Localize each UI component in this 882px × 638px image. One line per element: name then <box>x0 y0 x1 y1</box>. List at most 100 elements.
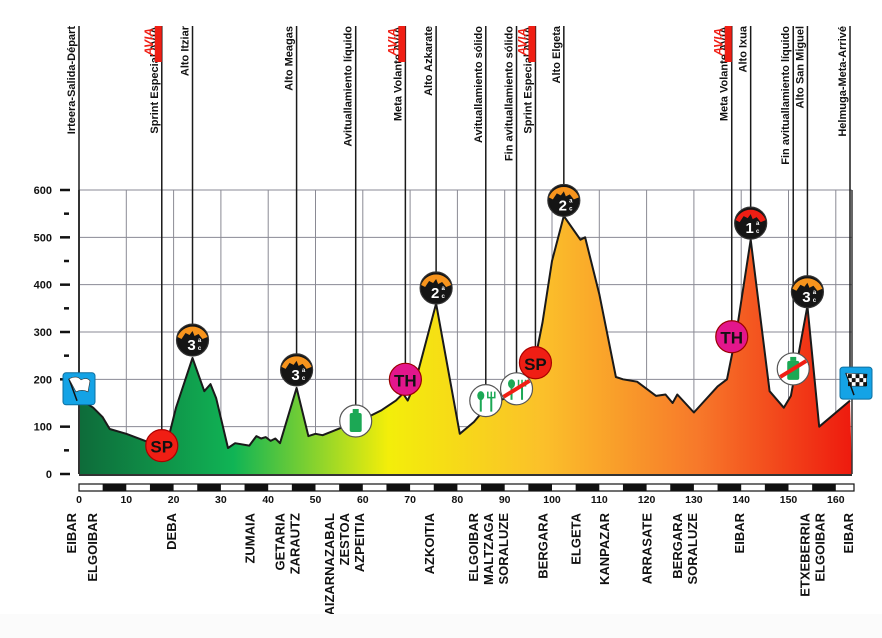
event-label: Alto Meagas <box>284 26 296 91</box>
town-label: EIBAR <box>841 512 856 553</box>
checker-square <box>863 382 867 387</box>
climb-category-icon: 2 ac <box>419 271 453 305</box>
checker-square <box>851 378 856 383</box>
category-suffix: a <box>441 286 445 292</box>
category-suffix: c <box>569 206 573 212</box>
x-tick-label: 110 <box>591 494 608 506</box>
avia-logo-text: AVIA <box>712 28 726 57</box>
x-tick-label: 40 <box>262 494 274 506</box>
marker-circle <box>715 320 749 354</box>
sprint-icon: SP <box>145 429 179 463</box>
town-label: DEBA <box>164 512 179 549</box>
spoon-head <box>477 391 485 401</box>
event-label: Irteera-Salida-Départ <box>66 26 78 135</box>
bottle-cap <box>352 408 359 413</box>
finish-flag-icon <box>839 366 873 400</box>
x-tick-label: 0 <box>76 494 82 506</box>
avia-logo-text: AVIA <box>385 28 399 57</box>
town-label: SORALUZE <box>496 513 511 585</box>
mountain-peak <box>735 209 766 223</box>
town-label: ZESTOA <box>337 512 352 565</box>
scale-bar-segment <box>339 484 363 491</box>
marker-circle <box>469 384 503 418</box>
x-tick-label: 100 <box>543 494 561 506</box>
avia-logo: AVIA <box>515 26 536 62</box>
town-label: ELGOIBAR <box>813 512 828 581</box>
mountain-peak <box>177 326 208 340</box>
cross-out-line <box>502 379 531 399</box>
x-tick-label: 60 <box>357 494 369 506</box>
category-suffix: a <box>569 198 573 204</box>
fork-handle <box>521 385 524 400</box>
town-label: BERGARA <box>536 512 551 578</box>
sprint-badge-text: SP <box>524 355 547 374</box>
town-label: ELGOIBAR <box>466 512 481 581</box>
category-suffix: c <box>813 298 817 304</box>
avia-logo: AVIA <box>385 26 406 62</box>
checker-square <box>855 374 860 379</box>
bottle-body <box>349 412 362 432</box>
intermediate-sprint-icon: TH <box>388 362 422 396</box>
scale-bar-segment <box>291 484 316 491</box>
x-tick-label: 140 <box>732 494 750 506</box>
scale-bar-segment <box>149 484 174 491</box>
checker-square <box>863 374 867 379</box>
climb-category-icon: 1 ac <box>734 206 768 240</box>
flag-cloth <box>68 376 91 393</box>
category-number: 3 <box>187 337 195 354</box>
town-label: ZARAUTZ <box>288 513 303 574</box>
meta-volante-badge-text: TH <box>394 371 417 390</box>
x-tick-label: 80 <box>452 494 464 506</box>
x-tick-label: 70 <box>404 494 416 506</box>
event-label: Fin avituallamiento sólido <box>504 26 516 161</box>
sprint-badge-text: SP <box>150 438 173 457</box>
mountain-peak <box>548 186 579 200</box>
category-suffix: a <box>813 290 817 296</box>
avia-logo-text: AVIA <box>515 28 529 57</box>
scale-bar-segment <box>764 484 789 491</box>
category-number: 2 <box>431 285 439 302</box>
event-label: Alto Azkarate <box>423 26 435 96</box>
water-bottle-end-icon <box>776 352 810 386</box>
cross-out-line <box>779 359 808 379</box>
food-end-icon <box>499 372 534 406</box>
axes: 0 100 200 300 400 500 600 0 10 20 30 40 50 60 70 80 90 10… <box>34 185 855 506</box>
avia-logo: AVIA <box>142 26 162 62</box>
scale-bar-segment <box>670 484 694 491</box>
scale-bar-segment <box>622 484 647 491</box>
town-labels: EIBAR ELGOIBAR DEBA ZUMAIA GETARIA ZARAUTZ AIZ… <box>64 512 856 615</box>
profile-area <box>79 216 852 474</box>
x-tick-label: 90 <box>499 494 511 506</box>
town-label: AIZARNAZABAL <box>322 513 337 616</box>
y-tick-label: 400 <box>34 280 52 292</box>
x-tick-label: 120 <box>638 494 656 506</box>
x-tick-label: 150 <box>780 494 798 506</box>
checker-square <box>848 374 852 379</box>
marker-circle <box>388 362 422 396</box>
event-lines <box>78 26 851 446</box>
mountain-peak <box>792 278 823 291</box>
scale-bar-frame <box>78 483 855 492</box>
profile-layer <box>78 215 852 474</box>
avia-logo-bar <box>154 26 162 62</box>
scale-bar-segment <box>433 484 458 491</box>
scale-bar-segment <box>244 484 269 491</box>
y-tick-label: 200 <box>34 374 52 386</box>
category-suffix: a <box>198 338 202 344</box>
intermediate-sprint-icon: TH <box>715 320 749 354</box>
y-tick-label: 500 <box>34 232 52 244</box>
x-tick-label: 30 <box>215 494 227 506</box>
category-number: 3 <box>291 367 299 384</box>
category-number: 3 <box>802 289 810 306</box>
town-label: ETXEBERRIA <box>798 512 813 596</box>
town-label: GETARIA <box>273 512 288 570</box>
town-label: EIBAR <box>732 512 747 553</box>
scale-bar-segment <box>197 484 221 491</box>
marker-circle <box>145 429 179 463</box>
marker-circle <box>518 346 553 380</box>
x-tick-label: 20 <box>168 494 180 506</box>
y-tick-label: 600 <box>34 185 52 197</box>
town-label: KANPAZAR <box>597 512 612 585</box>
town-label: AZPEITIA <box>352 512 367 572</box>
x-tick-label: 160 <box>827 494 845 506</box>
